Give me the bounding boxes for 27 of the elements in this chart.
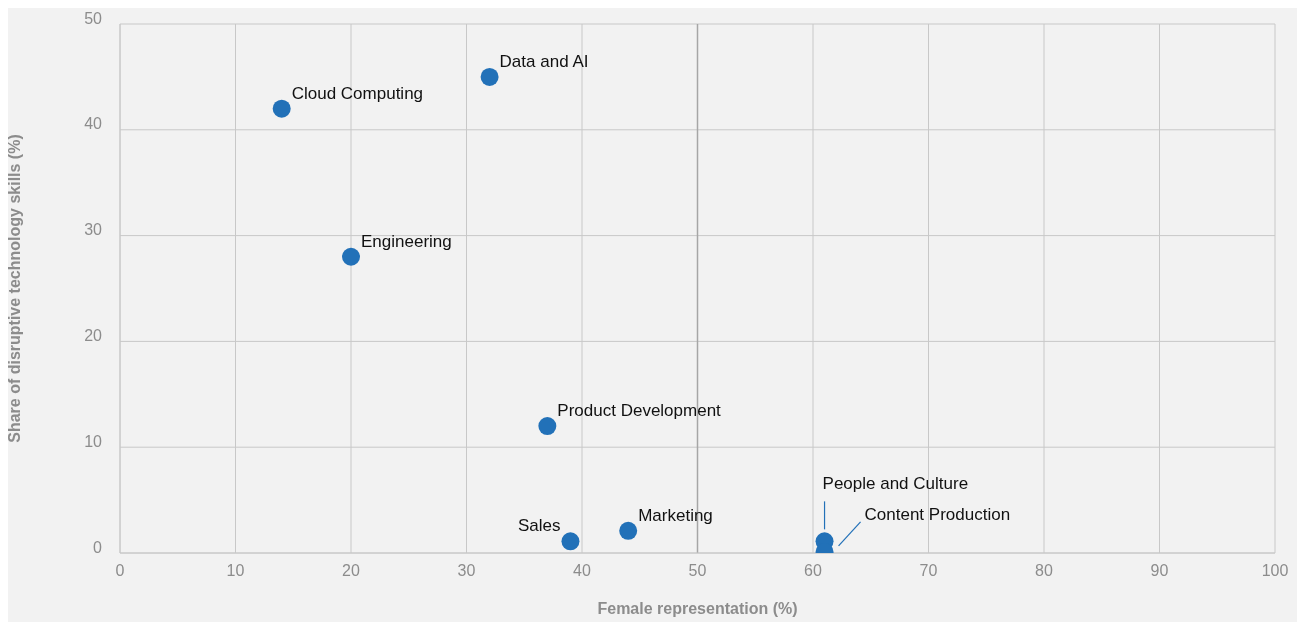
y-tick-label: 10 [84, 432, 103, 450]
y-tick-label: 50 [84, 9, 103, 27]
x-tick-label: 20 [342, 562, 360, 580]
x-tick-label: 90 [1150, 562, 1169, 580]
x-tick-label: 100 [1261, 562, 1289, 580]
x-tick-label: 60 [804, 562, 822, 580]
x-tick-label: 10 [226, 562, 245, 580]
annotation: Data and AI [499, 51, 589, 71]
annotation: Engineering [361, 231, 452, 251]
y-tick-label: 20 [84, 327, 103, 345]
annotation: Sales [517, 516, 561, 536]
y-tick-label: 30 [84, 221, 103, 239]
x-tick-label: 0 [115, 562, 125, 580]
y-tick-label: 0 [93, 538, 103, 556]
annotation: Content Production [864, 504, 1011, 524]
x-tick-label: 70 [919, 562, 938, 580]
x-tick-label: 50 [688, 562, 707, 580]
annotation: People and Culture [822, 474, 969, 494]
x-tick-label: 40 [573, 562, 591, 580]
y-tick-label: 40 [84, 115, 103, 133]
x-tick-label: 80 [1035, 562, 1053, 580]
y-axis-title: Share of disruptive technology skills (%) [5, 134, 23, 443]
annotation: Marketing [638, 505, 713, 525]
x-axis-title: Female representation (%) [597, 600, 798, 617]
annotation: Product Development [557, 401, 722, 421]
annotation: Cloud Computing [291, 83, 424, 103]
x-tick-label: 30 [457, 562, 476, 580]
